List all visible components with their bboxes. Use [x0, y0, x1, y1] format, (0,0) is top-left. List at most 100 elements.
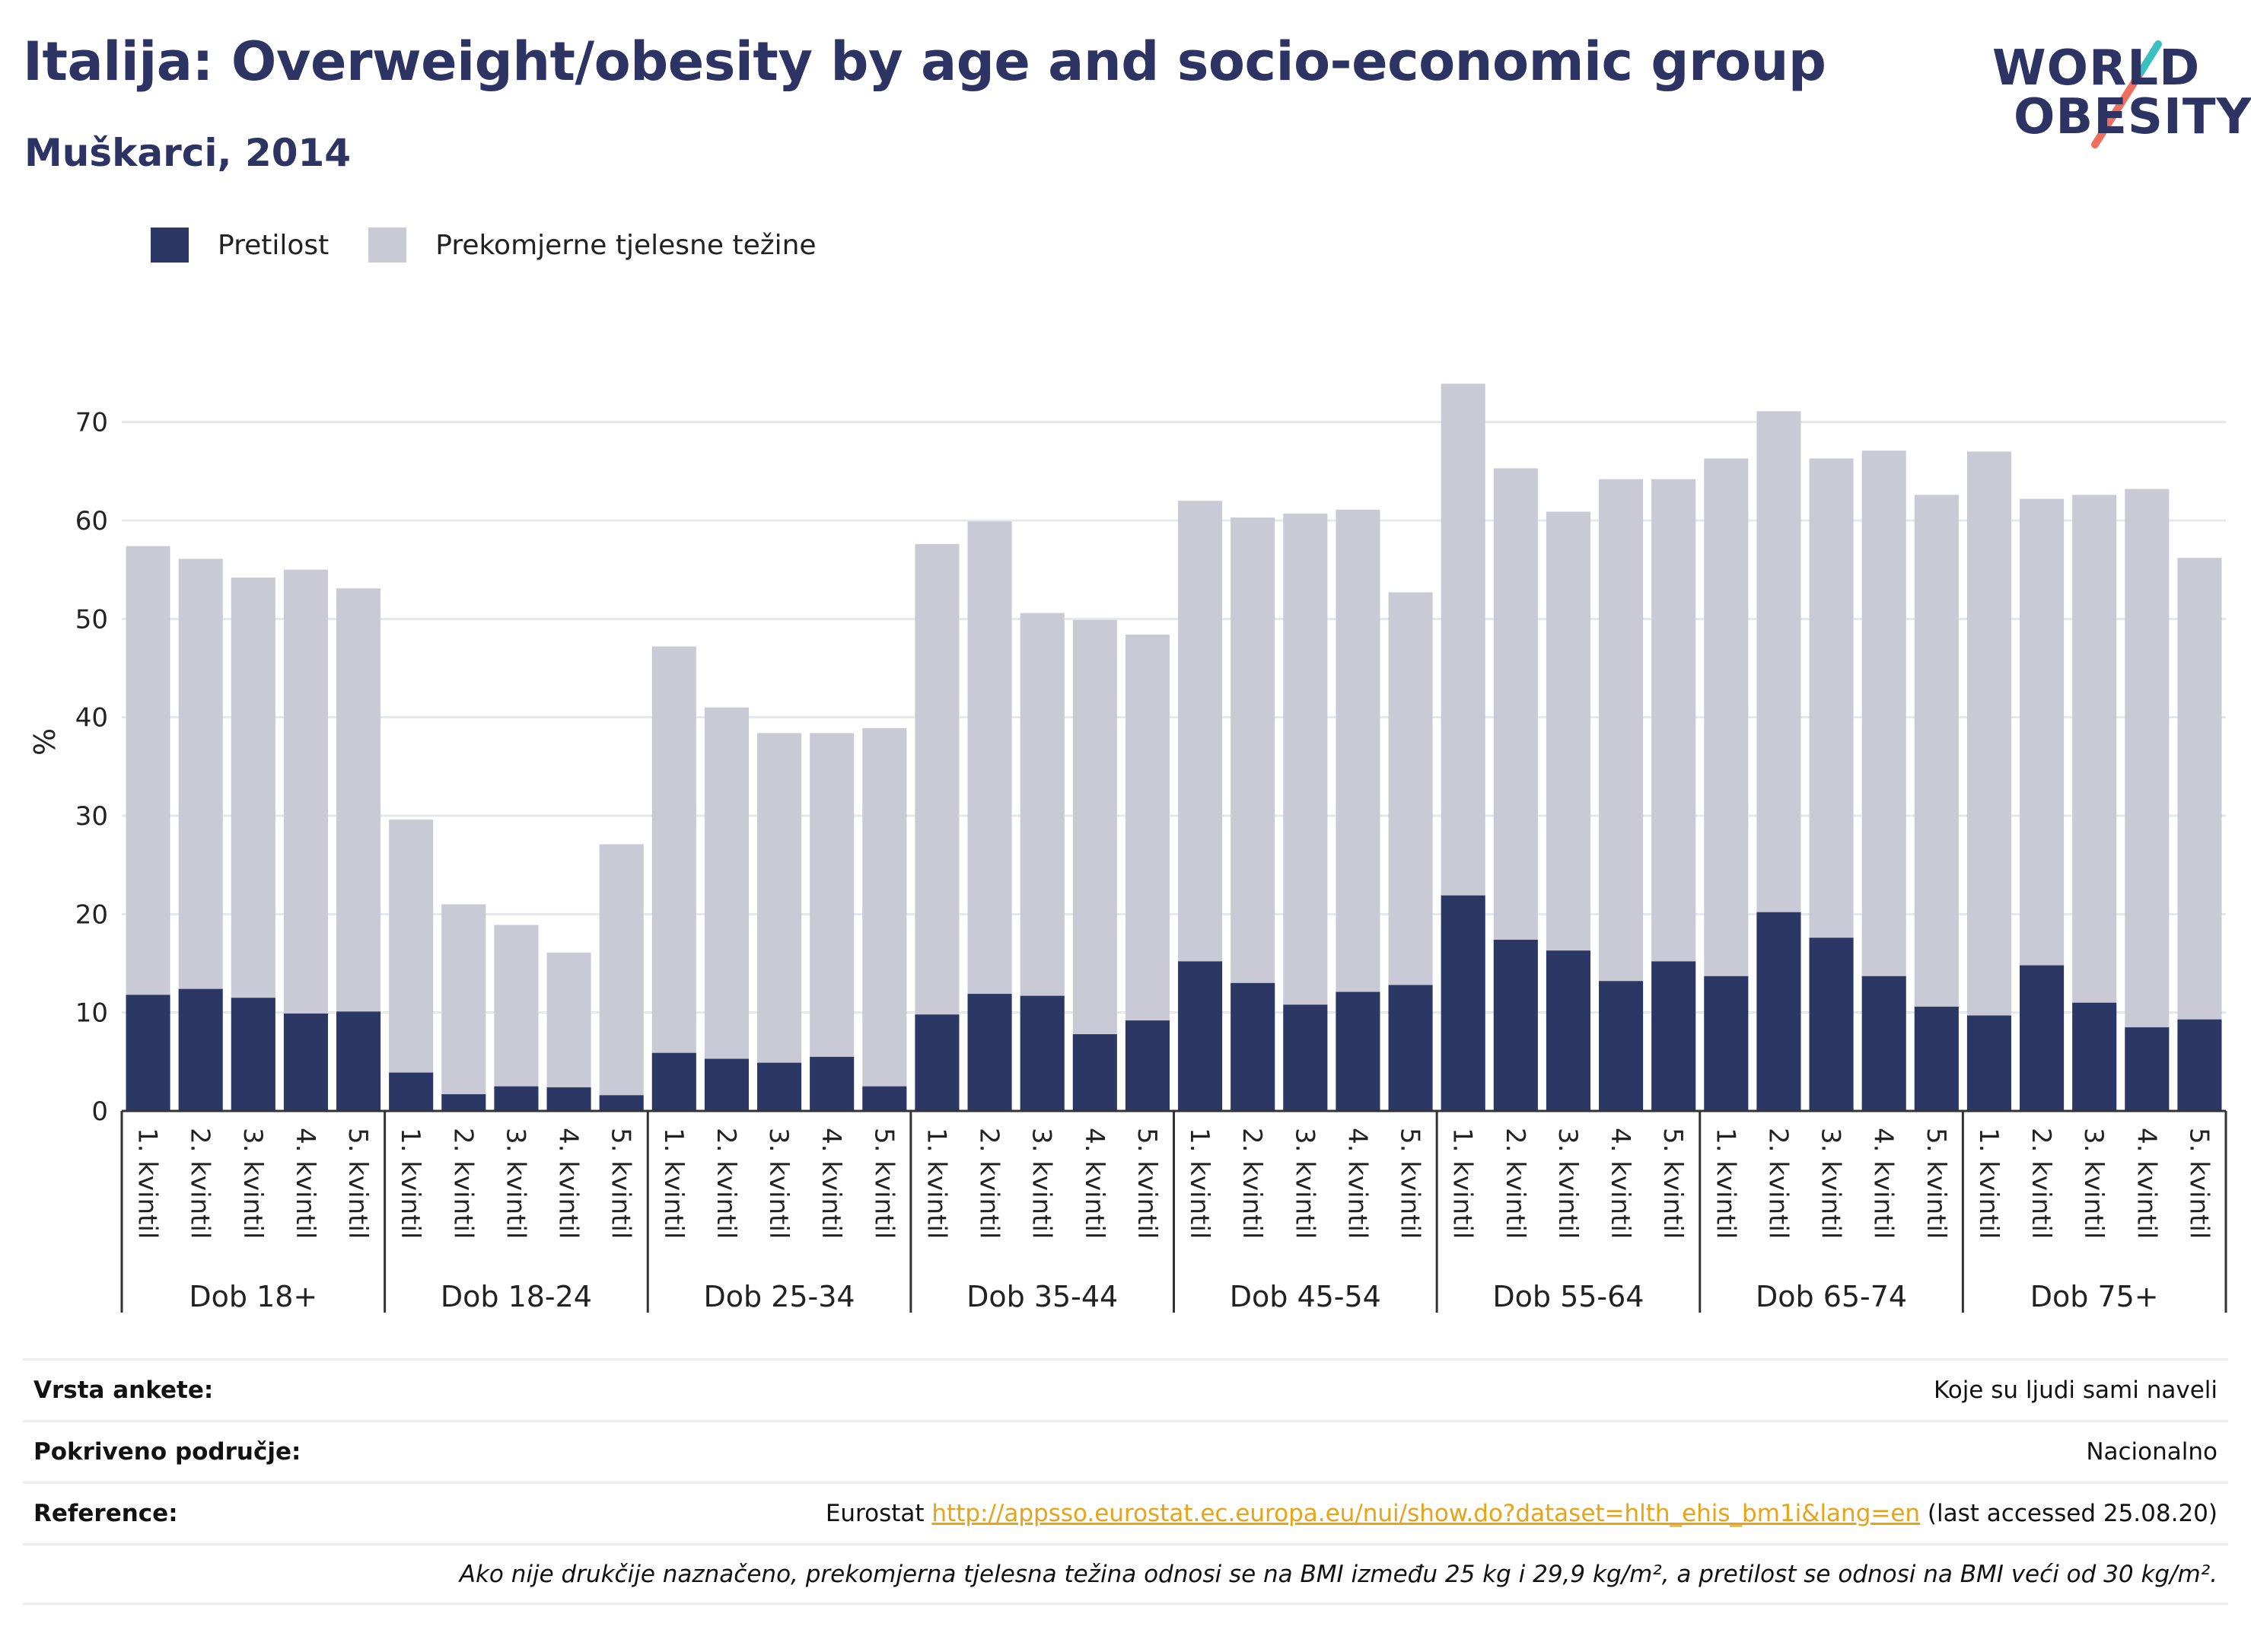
x-tick-label: 4. kvintil [2131, 1128, 2161, 1239]
x-tick-label: 5. kvintil [1132, 1128, 1162, 1239]
reference-value: Eurostat http://appsso.eurostat.ec.europ… [826, 1500, 2218, 1527]
chart-legend: Pretilost Prekomjerne tjelesne težine [151, 225, 856, 265]
bar-overweight [810, 733, 855, 1111]
survey-type-value: Koje su ljudi sami naveli [1933, 1377, 2218, 1404]
legend-item-overweight[interactable]: Prekomjerne tjelesne težine [368, 228, 817, 263]
bar-overweight [704, 707, 749, 1111]
bar-obesity [494, 1086, 539, 1111]
y-tick-label: 30 [75, 801, 108, 832]
x-tick-label: 3. kvintil [1552, 1128, 1583, 1239]
bar-obesity [1599, 981, 1644, 1111]
bar-overweight [389, 820, 434, 1111]
x-tick-label: 5. kvintil [342, 1128, 373, 1239]
x-tick-label: 2. kvintil [185, 1128, 215, 1239]
x-tick-label: 2. kvintil [1500, 1128, 1530, 1239]
bar-overweight [1072, 619, 1117, 1111]
bar-obesity [2177, 1019, 2222, 1111]
bar-obesity [1388, 985, 1433, 1111]
logo-line-2: OBESITY [2014, 89, 2251, 145]
x-tick-label: 1. kvintil [1710, 1128, 1740, 1239]
x-tick-label: 1. kvintil [1447, 1128, 1478, 1239]
x-tick-label: 5. kvintil [1657, 1128, 1688, 1239]
bar-overweight [2125, 489, 2170, 1111]
x-tick-label: 3. kvintil [1289, 1128, 1320, 1239]
bar-obesity [283, 1013, 328, 1111]
bar-obesity [967, 994, 1012, 1111]
group-label: Dob 18-24 [441, 1280, 592, 1313]
x-tick-label: 4. kvintil [553, 1128, 584, 1239]
x-tick-label: 2. kvintil [2026, 1128, 2056, 1239]
reference-link[interactable]: http://appsso.eurostat.ec.europa.eu/nui/… [931, 1500, 1921, 1527]
y-tick-label: 0 [91, 1097, 108, 1127]
coverage-label: Pokriveno područje: [33, 1438, 301, 1466]
bar-obesity [231, 998, 275, 1111]
y-tick-label: 50 [75, 604, 108, 635]
bar-obesity [651, 1052, 696, 1111]
y-axis-label: % [28, 728, 62, 756]
legend-swatch-overweight [368, 228, 407, 263]
bar-obesity [1651, 961, 1696, 1111]
x-tick-label: 5. kvintil [606, 1128, 636, 1239]
coverage-value: Nacionalno [2086, 1438, 2218, 1466]
bar-obesity [546, 1087, 591, 1111]
bar-overweight [651, 646, 696, 1111]
group-label: Dob 18+ [189, 1280, 317, 1313]
x-tick-label: 4. kvintil [816, 1128, 846, 1239]
reference-prefix: Eurostat [825, 1500, 932, 1527]
bar-obesity [336, 1011, 381, 1111]
x-tick-label: 2. kvintil [1237, 1128, 1267, 1239]
bar-obesity [1231, 982, 1275, 1111]
bar-obesity [1441, 895, 1485, 1111]
x-tick-label: 2. kvintil [711, 1128, 741, 1239]
legend-swatch-obesity [151, 228, 189, 263]
y-tick-label: 20 [75, 899, 108, 930]
bar-obesity [757, 1062, 802, 1111]
legend-item-obesity[interactable]: Pretilost [151, 228, 329, 263]
bar-obesity [178, 988, 223, 1111]
bar-overweight [862, 727, 907, 1111]
bar-overweight [546, 952, 591, 1111]
reference-label: Reference: [33, 1500, 178, 1527]
x-tick-label: 3. kvintil [1816, 1128, 1846, 1239]
x-tick-label: 3. kvintil [1027, 1128, 1057, 1239]
bar-obesity [1072, 1034, 1117, 1111]
x-tick-label: 2. kvintil [974, 1128, 1005, 1239]
info-row-survey-type: Vrsta ankete: Koje su ljudi sami naveli [23, 1358, 2228, 1420]
world-obesity-logo: WORLD OBESITY [1985, 23, 2251, 160]
bar-overweight [599, 844, 644, 1111]
info-row-coverage: Pokriveno područje: Nacionalno [23, 1420, 2228, 1482]
x-tick-label: 4. kvintil [290, 1128, 320, 1239]
info-row-note: Ako nije drukčije naznačeno, prekomjerna… [23, 1543, 2228, 1605]
x-tick-label: 1. kvintil [658, 1128, 689, 1239]
bar-overweight [757, 733, 802, 1111]
bar-obesity [1756, 912, 1801, 1111]
group-label: Dob 75+ [2030, 1280, 2159, 1313]
bar-overweight [2177, 558, 2222, 1111]
bar-obesity [1493, 939, 1538, 1111]
definition-note: Ako nije drukčije naznačeno, prekomjerna… [459, 1560, 2218, 1588]
bar-overweight [494, 925, 539, 1111]
page-title: Italija: Overweight/obesity by age and s… [23, 30, 1826, 93]
legend-label-obesity: Pretilost [218, 229, 330, 261]
group-label: Dob 25-34 [703, 1280, 855, 1313]
bar-obesity [862, 1086, 907, 1111]
x-tick-label: 2. kvintil [1762, 1128, 1793, 1239]
x-tick-label: 1. kvintil [132, 1128, 163, 1239]
x-tick-label: 5. kvintil [868, 1128, 899, 1239]
x-tick-label: 1. kvintil [921, 1128, 951, 1239]
reference-suffix: (last accessed 25.08.20) [1920, 1500, 2218, 1527]
bar-obesity [1020, 995, 1065, 1111]
logo-slash-icon [2091, 40, 2162, 148]
x-tick-label: 1. kvintil [1184, 1128, 1215, 1239]
bar-obesity [2125, 1027, 2170, 1111]
x-tick-label: 4. kvintil [1868, 1128, 1899, 1239]
x-tick-label: 5. kvintil [1395, 1128, 1425, 1239]
bar-obesity [2020, 965, 2065, 1111]
bar-obesity [1861, 976, 1906, 1111]
bar-obesity [441, 1094, 486, 1111]
bar-obesity [389, 1072, 434, 1111]
bar-obesity [1283, 1004, 1328, 1111]
y-tick-label: 70 [75, 408, 108, 438]
bar-obesity [1809, 937, 1854, 1111]
group-label: Dob 45-54 [1230, 1280, 1381, 1313]
